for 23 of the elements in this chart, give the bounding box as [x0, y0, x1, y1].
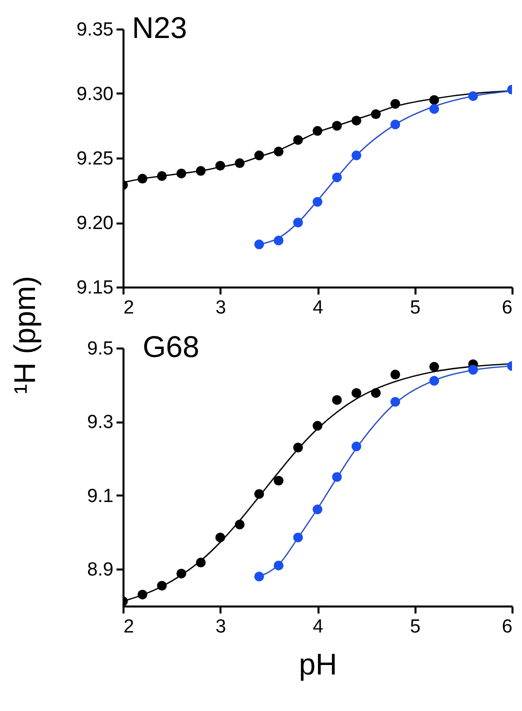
- y-axis-title: ¹H (ppm): [9, 274, 43, 396]
- x-tick-label: 4: [312, 616, 324, 638]
- y-tick-label: 8.9: [87, 560, 114, 581]
- y-tick-label: 9.30: [76, 84, 114, 105]
- x-tick-label: 3: [215, 616, 226, 638]
- y-tick-label: 9.1: [87, 486, 114, 507]
- y-tick-label: 9.15: [76, 278, 114, 298]
- y-tick-label: 9.20: [76, 213, 114, 234]
- y-tick-label: 9.25: [76, 148, 114, 170]
- x-tick-label: 3: [215, 298, 226, 318]
- x-tick-label: 5: [410, 298, 421, 318]
- x-tick-label: 4: [312, 298, 324, 318]
- chart-title: G68: [142, 331, 200, 364]
- y-tick-label: 9.5: [87, 338, 114, 360]
- x-tick-label: 5: [410, 616, 421, 638]
- y-tick-label: 9.35: [76, 20, 114, 40]
- chart-title: N23: [132, 12, 188, 45]
- x-axis-title: pH: [298, 648, 338, 682]
- y-tick-label: 9.3: [87, 412, 114, 434]
- x-tick-label: 6: [502, 616, 512, 638]
- x-tick-label: 6: [502, 298, 512, 318]
- x-tick-label: 2: [124, 616, 134, 638]
- x-tick-label: 2: [124, 298, 134, 318]
